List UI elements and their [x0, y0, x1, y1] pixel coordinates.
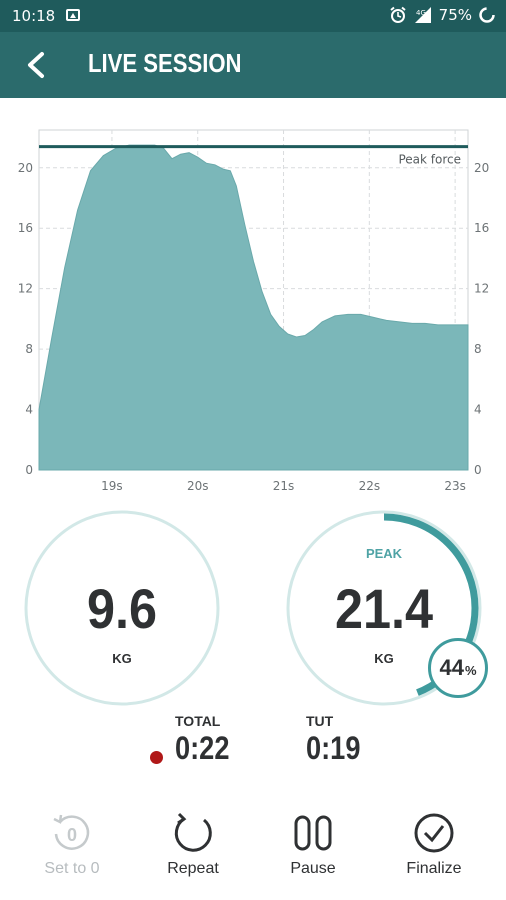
set-to-zero-label: Set to 0 — [44, 860, 100, 877]
peak-weight-unit: KG — [374, 651, 394, 666]
peak-percent-value: 44 — [439, 655, 464, 680]
image-notification-icon — [66, 9, 80, 21]
peak-force-label: Peak force — [398, 153, 461, 167]
repeat-icon — [174, 812, 212, 852]
status-icons: 4G 75% — [389, 6, 496, 24]
signal-icon: 4G — [414, 7, 431, 23]
x-tick-label: 22s — [359, 479, 381, 493]
current-weight-unit: KG — [112, 651, 132, 666]
back-arrow-icon[interactable] — [20, 48, 54, 82]
x-tick-label: 23s — [444, 479, 466, 493]
repeat-label: Repeat — [167, 860, 219, 877]
alarm-icon — [390, 6, 406, 23]
total-value: 0:22 — [175, 730, 230, 766]
y-tick-label-right: 12 — [474, 282, 489, 296]
x-tick-label: 20s — [187, 479, 209, 493]
finalize-label: Finalize — [406, 860, 462, 877]
battery-text: 75% — [438, 6, 472, 24]
peak-label: PEAK — [365, 546, 403, 561]
page-title: LIVE SESSION — [88, 48, 242, 78]
x-tick-label: 19s — [101, 479, 123, 493]
tut-value: 0:19 — [306, 730, 361, 766]
current-weight-gauge: 9.6 KG — [22, 508, 222, 708]
force-chart: 0 0 4 4 8 8 12 12 16 16 20 20 19s 20s 21s 22s 23s Peak fo… — [18, 129, 489, 493]
svg-text:4G: 4G — [416, 9, 426, 17]
y-tick-label-left: 4 — [25, 403, 33, 417]
set-to-zero-button[interactable]: 0 Set to 0 — [17, 810, 127, 878]
recording-dot-icon — [150, 751, 163, 764]
peak-weight-value: 21.4 — [334, 577, 434, 640]
peak-percent-badge: 44% — [428, 638, 488, 698]
y-tick-label-right: 4 — [474, 403, 482, 417]
y-tick-label-left: 16 — [18, 221, 33, 235]
y-tick-label-right: 8 — [474, 342, 482, 356]
y-tick-label-right: 0 — [474, 463, 482, 477]
reset-zero-glyph: 0 — [67, 825, 77, 845]
current-weight-ring — [24, 510, 220, 706]
check-circle-icon — [414, 813, 454, 853]
peak-ring — [286, 510, 482, 706]
y-tick-label-left: 0 — [25, 463, 33, 477]
pause-label: Pause — [290, 860, 336, 877]
peak-weight-gauge: PEAK 21.4 KG — [284, 508, 484, 708]
app-bar: LIVE SESSION — [0, 32, 506, 98]
y-tick-label-right: 20 — [474, 161, 489, 175]
pause-button[interactable]: Pause — [258, 810, 368, 878]
pause-icon — [294, 815, 332, 851]
force-area-series — [38, 144, 469, 471]
peak-percent-symbol: % — [464, 662, 477, 678]
x-tick-label: 21s — [273, 479, 295, 493]
status-time: 10:18 — [12, 7, 56, 25]
y-tick-label-right: 16 — [474, 221, 489, 235]
y-tick-label-left: 20 — [18, 161, 33, 175]
peak-progress-arc — [289, 513, 479, 703]
repeat-button[interactable]: Repeat — [138, 810, 248, 878]
finalize-button[interactable]: Finalize — [379, 810, 489, 878]
current-weight-value: 9.6 — [86, 577, 158, 640]
battery-saver-icon — [479, 7, 495, 23]
tut-label: TUT — [306, 713, 334, 729]
total-label: TOTAL — [175, 713, 221, 729]
status-bar: 10:18 4G 75% — [0, 0, 506, 32]
tut-stat: TUT 0:19 — [306, 713, 370, 767]
reset-zero-icon: 0 — [53, 814, 90, 850]
y-tick-label-left: 8 — [25, 342, 33, 356]
total-time-stat: TOTAL 0:22 — [175, 713, 239, 767]
y-tick-label-left: 12 — [18, 282, 33, 296]
